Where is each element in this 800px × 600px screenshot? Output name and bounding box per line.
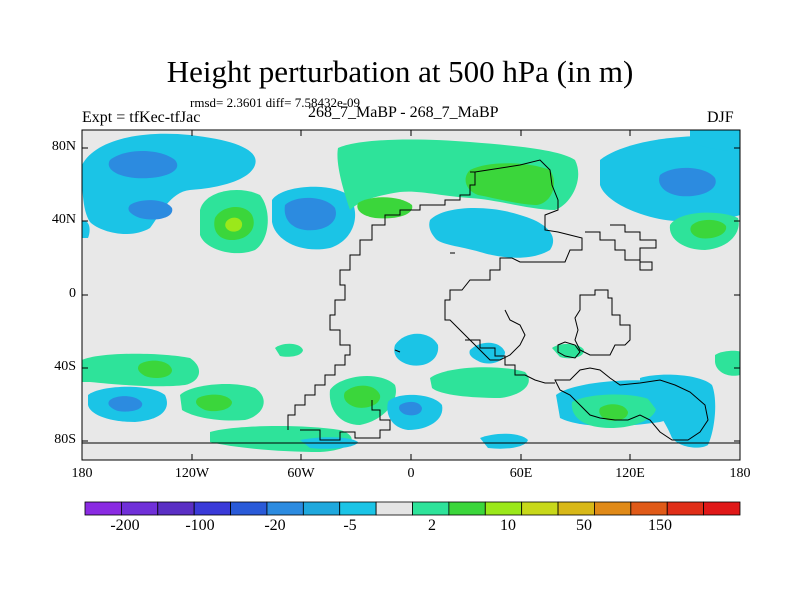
lat-label-40n: 40N [51,212,76,227]
colorbar-label-6: 50 [576,517,592,534]
contour-neg-s4-core [399,401,422,416]
colorbar [84,501,741,516]
colorbar-label-3: -5 [343,517,357,534]
contour-pos-s2 [275,343,303,357]
lon-label-120e: 120E [615,466,645,481]
lat-label-40s: 40S [54,359,76,374]
contour-neg-nw-core [108,151,178,179]
contour-pos-s1-core [196,394,232,412]
contour-neg-ne-core [659,167,716,197]
colorbar-label-5: 10 [500,517,516,534]
contour-pos-s5 [430,367,529,398]
contour-pos-1-peak [225,217,243,232]
colorbar-swatch [666,501,705,516]
coastline-islands [574,289,631,356]
lat-label-80s: 80S [54,432,76,447]
colorbar-swatch [339,501,377,516]
contour-pos-north-core [465,163,555,205]
contour-neg-nw2-core [128,200,173,220]
lat-label-0: 0 [69,286,76,301]
colorbar-swatch [521,501,559,516]
colorbar-swatch [448,501,486,516]
colorbar-swatch [484,501,523,516]
colorbar-label-2: -20 [264,517,286,534]
colorbar-swatch [230,501,268,516]
contour-neg-ne-top [690,130,740,151]
coastline-small-2 [394,349,401,353]
colorbar-swatch [630,501,668,516]
coastline-indian [465,339,555,384]
colorbar-swatch [557,501,595,516]
contour-neg-2-core [284,197,336,231]
lon-label-0: 0 [407,466,415,481]
lon-label-60w: 60W [287,466,315,481]
colorbar-label-1: -100 [185,517,215,534]
contour-pos-s8-core [599,404,628,421]
contour-neg-east [429,208,554,258]
colorbar-swatch [157,501,195,516]
experiment-label: Expt = tfKec-tfJac [82,109,201,126]
lon-label-180-right: 180 [729,466,751,481]
case-label: 268_7_MaBP - 268_7_MaBP [308,104,499,121]
colorbar-swatch [193,501,231,516]
contour-neg-west-edge [82,221,90,238]
contour-neg-se [640,374,716,448]
colorbar-swatch [266,501,304,516]
contour-neg-sw-core [108,396,143,412]
colorbar-swatch [412,501,450,516]
colorbar-swatch [120,501,159,516]
colorbar-label-0: -200 [110,517,140,534]
lon-label-180-left: 180 [71,466,93,481]
coastline-small-1 [557,341,581,359]
colorbar-swatch [84,501,122,516]
colorbar-label-4: 2 [428,517,436,534]
plot-title: Height perturbation at 500 hPa (in m) [166,54,634,89]
coastlines [287,159,709,441]
stats-text: rmsd= 2.3601 diff= 7.58432e-09 [190,95,361,110]
coastline-australia [554,367,709,441]
colorbar-swatch [594,501,632,516]
coastline-americas [287,171,476,430]
season-label: DJF [707,109,734,126]
contour-pos-s7 [552,344,584,359]
coastline-europe [444,159,583,361]
contour-neg-s-center [394,333,439,366]
lon-label-120w: 120W [174,466,210,481]
lat-label-80n: 80N [51,139,76,154]
colorbar-swatch [375,501,413,516]
lon-label-60e: 60E [509,466,533,481]
colorbar-swatch [703,501,741,516]
contour-pos-s3-core [344,385,381,408]
contour-fills [82,130,740,258]
contour-pos-se-edge [715,350,740,376]
contour-pos-sw-core [137,360,172,378]
contour-pos-mid [357,197,413,219]
colorbar-swatch [302,501,341,516]
colorbar-label-7: 150 [648,517,672,534]
contour-pos-ne-core [690,219,727,239]
coastline-south [300,400,391,441]
axis-ticks [82,130,740,460]
contour-neg-bottom2 [480,433,528,449]
coastline-asia [585,224,657,271]
